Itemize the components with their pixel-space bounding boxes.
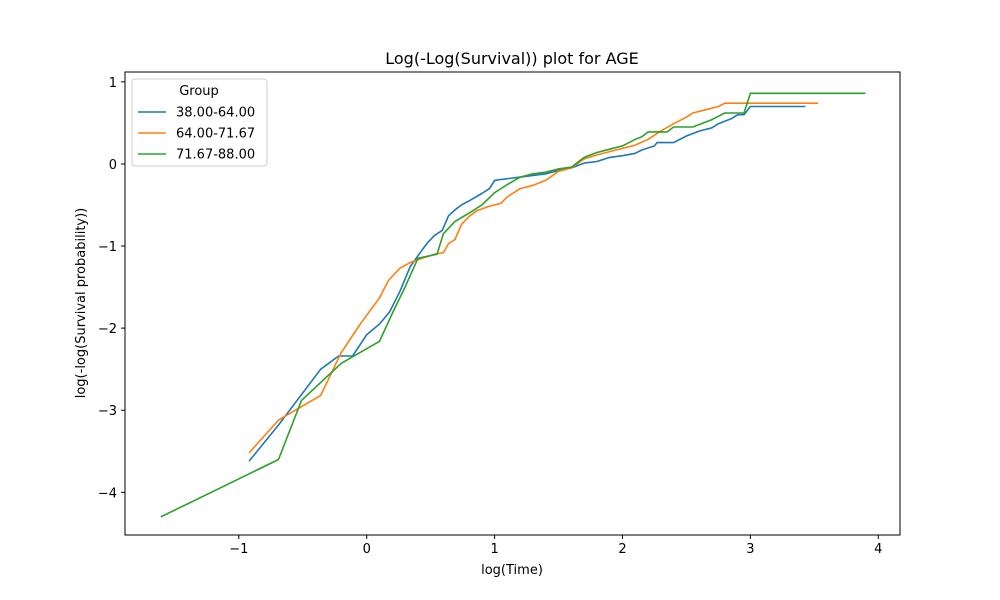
x-tick-label: 0 [363, 542, 371, 557]
x-tick-label: 4 [874, 542, 882, 557]
legend-items: 38.00-64.00 64.00-71.67 71.67-88.00 [138, 106, 255, 163]
y-axis-label: log(-log(Survival probability)) [74, 208, 89, 399]
x-tick-label: 2 [618, 542, 626, 557]
plot-frame [124, 71, 901, 536]
legend-title: Group [179, 84, 219, 99]
x-axis-label: log(Time) [481, 563, 543, 578]
legend-label: 71.67-88.00 [176, 148, 255, 163]
series-line-1 [248, 105, 806, 462]
y-tick-label: 1 [109, 76, 117, 91]
legend-box [131, 78, 268, 167]
y-tick-label: −1 [98, 240, 117, 255]
y-tick-label: −3 [98, 404, 117, 419]
series-layer [160, 92, 866, 518]
y-tick-label: −2 [98, 322, 117, 337]
x-tick-label: 3 [746, 542, 754, 557]
y-tick-label: 0 [109, 158, 117, 173]
legend-label: 38.00-64.00 [176, 106, 255, 121]
series-line-3 [160, 92, 866, 518]
x-axis: −1 0 1 2 3 4 [229, 535, 882, 557]
chart-title: Log(-Log(Survival)) plot for AGE [385, 49, 639, 68]
series-line-2 [248, 102, 819, 454]
legend-label: 64.00-71.67 [176, 127, 255, 142]
x-tick-label: 1 [490, 542, 498, 557]
y-tick-label: −4 [98, 486, 117, 501]
legend: Group 38.00-64.00 64.00-71.67 71.67-88.00 [131, 78, 268, 167]
x-tick-label: −1 [229, 542, 248, 557]
y-axis: −4 −3 −2 −1 0 1 [98, 76, 125, 501]
